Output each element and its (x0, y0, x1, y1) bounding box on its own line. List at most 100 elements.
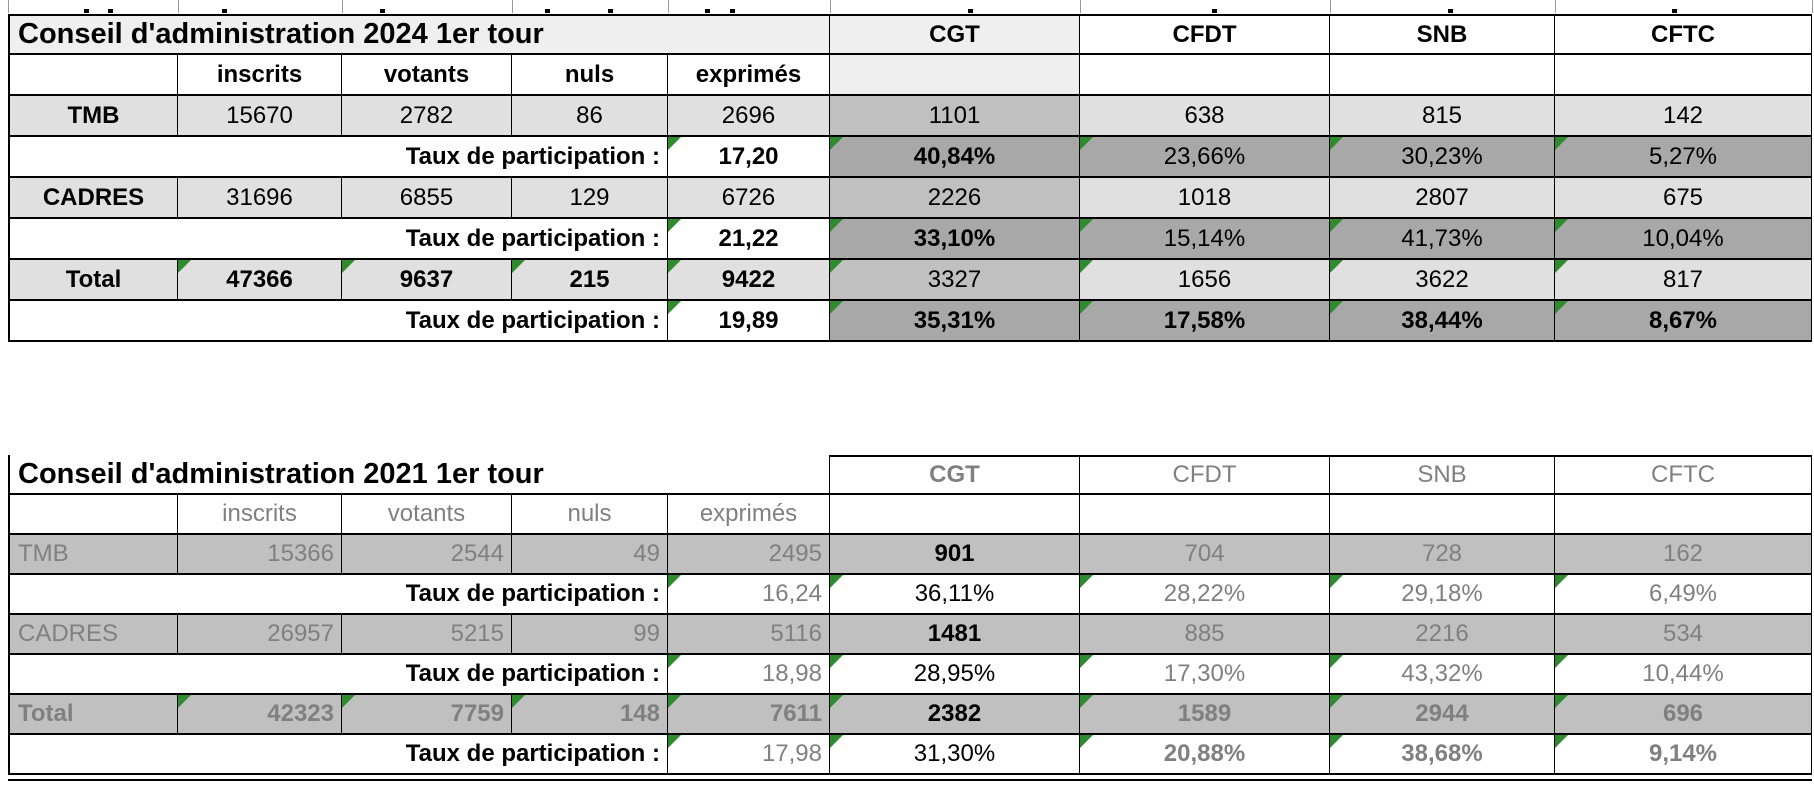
cell-2024-total-cgt-pct[interactable]: 35,31% (830, 301, 1080, 342)
cell-2021-tmb-cftc[interactable]: 162 (1555, 535, 1812, 575)
header-votants-2024[interactable]: votants (342, 55, 512, 96)
cell-2024-tmb-cfdt[interactable]: 638 (1080, 96, 1330, 137)
cell-2024-tmb-inscrits[interactable]: 15670 (178, 96, 342, 137)
cell-2024-total-taux[interactable]: 19,89 (668, 301, 830, 342)
cell-2024-tmb-cgt[interactable]: 1101 (830, 96, 1080, 137)
header-exprimes-2021[interactable]: exprimés (668, 495, 830, 535)
cell-2024-tmb-cftc-pct[interactable]: 5,27% (1555, 137, 1812, 178)
cell-2021-cadres-cfdt-pct[interactable]: 17,30% (1080, 655, 1330, 695)
header-votants-2021[interactable]: votants (342, 495, 512, 535)
cell-2024-tmb-cftc[interactable]: 142 (1555, 96, 1812, 137)
cell-2021-total-nuls[interactable]: 148 (512, 695, 668, 735)
header-cftc-2024[interactable]: CFTC (1555, 14, 1812, 55)
cell-2021-cadres-cgt-pct[interactable]: 28,95% (830, 655, 1080, 695)
cell-2021-cadres-nuls[interactable]: 99 (512, 615, 668, 655)
cell-2024-total-cftc-pct[interactable]: 8,67% (1555, 301, 1812, 342)
cell-2021-cadres-cftc[interactable]: 534 (1555, 615, 1812, 655)
cell-2024-tmb-snb[interactable]: 815 (1330, 96, 1555, 137)
cell-2021-cadres-cftc-pct[interactable]: 10,44% (1555, 655, 1812, 695)
cell-2024-tmb-nuls[interactable]: 86 (512, 96, 668, 137)
cell-2024-total-cftc[interactable]: 817 (1555, 260, 1812, 301)
empty-cell[interactable] (1080, 495, 1330, 535)
cell-2024-cadres-cgt-pct[interactable]: 33,10% (830, 219, 1080, 260)
cell-2021-tmb-label[interactable]: TMB (8, 535, 178, 575)
cell-2024-cadres-taux[interactable]: 21,22 (668, 219, 830, 260)
cell-2024-cadres-nuls[interactable]: 129 (512, 178, 668, 219)
cell-2024-total-exprimes[interactable]: 9422 (668, 260, 830, 301)
cell-2024-cadres-snb-pct[interactable]: 41,73% (1330, 219, 1555, 260)
header-cfdt-2024[interactable]: CFDT (1080, 14, 1330, 55)
cell-2021-total-inscrits[interactable]: 42323 (178, 695, 342, 735)
cell-2024-tmb-cgt-pct[interactable]: 40,84% (830, 137, 1080, 178)
empty-cell[interactable] (1330, 495, 1555, 535)
cell-2024-tmb-cfdt-pct[interactable]: 23,66% (1080, 137, 1330, 178)
taux-label[interactable]: Taux de participation : (8, 575, 668, 615)
cell-2024-cadres-cfdt[interactable]: 1018 (1080, 178, 1330, 219)
cell-2024-cadres-cgt[interactable]: 2226 (830, 178, 1080, 219)
empty-cell[interactable] (1080, 55, 1330, 96)
cell-2021-cadres-inscrits[interactable]: 26957 (178, 615, 342, 655)
header-inscrits-2021[interactable]: inscrits (178, 495, 342, 535)
header-cfdt-2021[interactable]: CFDT (1080, 455, 1330, 495)
table-2021-title[interactable]: Conseil d'administration 2021 1er tour (8, 455, 830, 495)
empty-cell[interactable] (8, 55, 178, 96)
cell-2021-total-snb[interactable]: 2944 (1330, 695, 1555, 735)
cell-2021-tmb-cftc-pct[interactable]: 6,49% (1555, 575, 1812, 615)
cell-2021-cadres-cfdt[interactable]: 885 (1080, 615, 1330, 655)
cell-2021-tmb-cgt-pct[interactable]: 36,11% (830, 575, 1080, 615)
header-cgt-2021[interactable]: CGT (830, 455, 1080, 495)
taux-label[interactable]: Taux de participation : (8, 301, 668, 342)
cell-2021-cadres-snb[interactable]: 2216 (1330, 615, 1555, 655)
cell-2021-total-cfdt-pct[interactable]: 20,88% (1080, 735, 1330, 775)
empty-cell[interactable] (1555, 495, 1812, 535)
cell-2021-total-exprimes[interactable]: 7611 (668, 695, 830, 735)
cell-2021-tmb-snb[interactable]: 728 (1330, 535, 1555, 575)
cell-2024-tmb-taux[interactable]: 17,20 (668, 137, 830, 178)
header-nuls-2024[interactable]: nuls (512, 55, 668, 96)
cell-2021-tmb-taux[interactable]: 16,24 (668, 575, 830, 615)
cell-2024-cadres-label[interactable]: CADRES (8, 178, 178, 219)
cell-2021-cadres-label[interactable]: CADRES (8, 615, 178, 655)
cell-2024-total-cfdt-pct[interactable]: 17,58% (1080, 301, 1330, 342)
cell-2024-tmb-label[interactable]: TMB (8, 96, 178, 137)
taux-label[interactable]: Taux de participation : (8, 735, 668, 775)
header-nuls-2021[interactable]: nuls (512, 495, 668, 535)
cell-2021-total-taux[interactable]: 17,98 (668, 735, 830, 775)
header-snb-2024[interactable]: SNB (1330, 14, 1555, 55)
cell-2024-total-snb-pct[interactable]: 38,44% (1330, 301, 1555, 342)
taux-label[interactable]: Taux de participation : (8, 219, 668, 260)
cell-2021-tmb-cgt[interactable]: 901 (830, 535, 1080, 575)
cell-2024-cadres-exprimes[interactable]: 6726 (668, 178, 830, 219)
header-cgt-2024[interactable]: CGT (830, 14, 1080, 55)
cell-2021-total-cfdt[interactable]: 1589 (1080, 695, 1330, 735)
cell-2021-total-cftc-pct[interactable]: 9,14% (1555, 735, 1812, 775)
cell-2024-total-votants[interactable]: 9637 (342, 260, 512, 301)
cell-2021-cadres-taux[interactable]: 18,98 (668, 655, 830, 695)
cell-2021-total-cgt[interactable]: 2382 (830, 695, 1080, 735)
cell-2021-tmb-inscrits[interactable]: 15366 (178, 535, 342, 575)
empty-cell[interactable] (830, 55, 1080, 96)
cell-2024-tmb-snb-pct[interactable]: 30,23% (1330, 137, 1555, 178)
cell-2024-cadres-cftc-pct[interactable]: 10,04% (1555, 219, 1812, 260)
header-cftc-2021[interactable]: CFTC (1555, 455, 1812, 495)
cell-2021-tmb-nuls[interactable]: 49 (512, 535, 668, 575)
cell-2024-total-inscrits[interactable]: 47366 (178, 260, 342, 301)
cell-2024-total-snb[interactable]: 3622 (1330, 260, 1555, 301)
taux-label[interactable]: Taux de participation : (8, 137, 668, 178)
cell-2024-tmb-votants[interactable]: 2782 (342, 96, 512, 137)
empty-cell[interactable] (1555, 55, 1812, 96)
cell-2021-cadres-votants[interactable]: 5215 (342, 615, 512, 655)
cell-2021-tmb-exprimes[interactable]: 2495 (668, 535, 830, 575)
cell-2021-tmb-votants[interactable]: 2544 (342, 535, 512, 575)
taux-label[interactable]: Taux de participation : (8, 655, 668, 695)
cell-2021-tmb-snb-pct[interactable]: 29,18% (1330, 575, 1555, 615)
empty-cell[interactable] (8, 495, 178, 535)
cell-2021-tmb-cfdt-pct[interactable]: 28,22% (1080, 575, 1330, 615)
header-snb-2021[interactable]: SNB (1330, 455, 1555, 495)
cell-2024-total-cfdt[interactable]: 1656 (1080, 260, 1330, 301)
cell-2021-total-snb-pct[interactable]: 38,68% (1330, 735, 1555, 775)
cell-2021-cadres-exprimes[interactable]: 5116 (668, 615, 830, 655)
cell-2021-total-votants[interactable]: 7759 (342, 695, 512, 735)
cell-2021-cadres-cgt[interactable]: 1481 (830, 615, 1080, 655)
cell-2021-cadres-snb-pct[interactable]: 43,32% (1330, 655, 1555, 695)
